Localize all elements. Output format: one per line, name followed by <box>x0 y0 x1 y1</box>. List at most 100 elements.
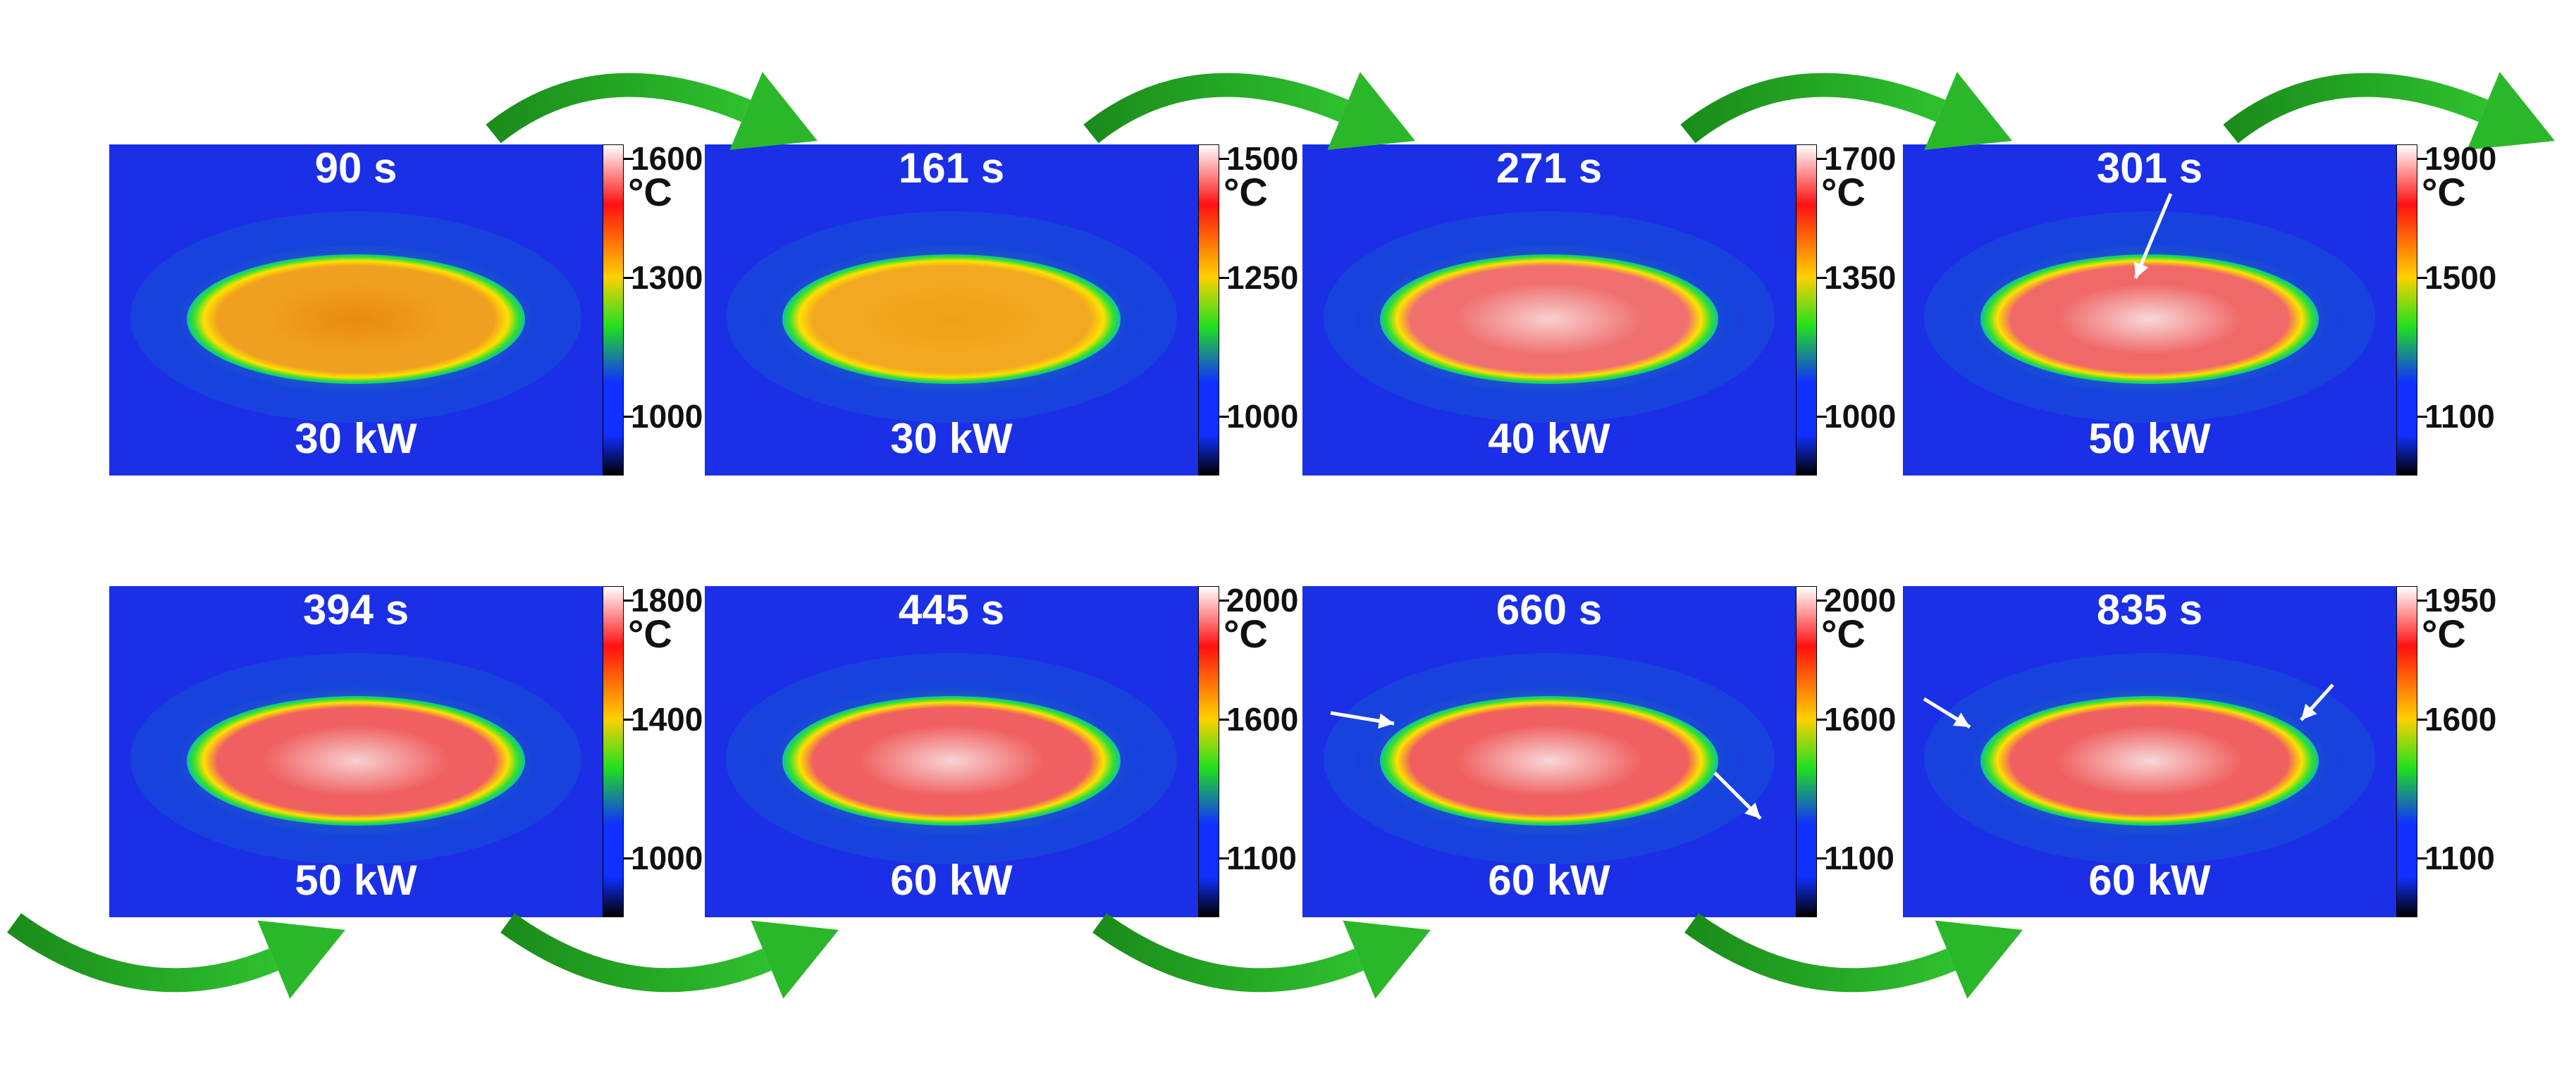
power-label: 50 kW <box>2088 415 2211 462</box>
thermal-panel-445s: 445 s 60 kW <box>705 586 1198 917</box>
colorbar-tick-label: 1000 <box>631 840 703 877</box>
colorbar-tick <box>1817 599 1827 602</box>
green-arrow-top <box>1680 72 2012 150</box>
colorbar-tick-label: 1350 <box>1824 259 1897 296</box>
unit-label: °C <box>1821 611 1866 656</box>
power-label: 30 kW <box>295 415 417 462</box>
unit-label: °C <box>628 170 672 214</box>
colorbar-tick-label: 1600 <box>1824 701 1897 738</box>
thermal-image <box>1302 586 1796 917</box>
colorbar-tick-label: 1800 <box>631 581 703 619</box>
colorbar-tick-label: 1500 <box>2424 259 2497 296</box>
colorbar-tick <box>1817 857 1827 860</box>
unit-label: °C <box>2422 170 2466 214</box>
thermal-panel-660s: 660 s 60 kW <box>1302 586 1796 917</box>
thermal-image <box>705 586 1198 917</box>
thermal-panel-271s: 271 s 40 kW <box>1302 144 1796 476</box>
colorbar-tick <box>1817 157 1827 160</box>
colorbar-tick <box>624 416 634 418</box>
power-label: 60 kW <box>1488 857 1610 904</box>
colorbar-tick <box>624 277 634 279</box>
thermal-panel-835s: 835 s 60 kW <box>1903 586 2396 917</box>
timestamp-label: 90 s <box>314 144 398 192</box>
colorbar-tick-label: 1250 <box>1226 259 1299 296</box>
colorbar-tick <box>2417 719 2427 721</box>
power-label: 60 kW <box>2088 857 2211 904</box>
colorbar-tick <box>1817 416 1827 418</box>
colorbar <box>1198 144 1219 476</box>
colorbar-tick-label: 1600 <box>631 139 703 177</box>
thermal-image <box>109 586 603 917</box>
colorbar <box>1796 144 1817 476</box>
thermal-panel-161s: 161 s 30 kW <box>705 144 1198 476</box>
green-arrow-top <box>1083 72 1415 150</box>
colorbar <box>1796 586 1817 917</box>
colorbar-tick-label: 1500 <box>1226 139 1299 177</box>
white-arrow-marker <box>1713 771 1762 820</box>
white-arrow-marker <box>1330 711 1395 729</box>
timestamp-label: 271 s <box>1496 144 1603 192</box>
unit-label: °C <box>1224 170 1268 214</box>
colorbar-tick <box>1219 599 1229 602</box>
green-arrow-bottom <box>1684 913 2023 999</box>
thermal-image <box>109 144 603 476</box>
white-arrow-marker <box>1923 697 1971 729</box>
colorbar-tick-label: 1100 <box>1824 840 1894 877</box>
colorbar-tick <box>1219 416 1229 418</box>
green-arrow-top <box>486 72 818 150</box>
colorbar-tick <box>2417 277 2427 279</box>
colorbar-tick <box>1219 857 1229 860</box>
timestamp-label: 301 s <box>2096 144 2203 192</box>
colorbar-tick <box>624 719 634 721</box>
unit-label: °C <box>628 611 672 656</box>
white-arrow-marker <box>2300 683 2334 721</box>
colorbar <box>1198 586 1219 917</box>
colorbar-tick <box>1219 157 1229 160</box>
power-label: 40 kW <box>1488 415 1610 462</box>
power-label: 60 kW <box>890 857 1013 904</box>
colorbar <box>2396 586 2417 917</box>
colorbar-tick-label: 1000 <box>1824 398 1897 435</box>
colorbar-tick <box>624 599 634 602</box>
colorbar-tick <box>2417 157 2427 160</box>
colorbar-tick <box>1817 719 1827 721</box>
thermal-image <box>705 144 1198 476</box>
colorbar-tick <box>624 157 634 160</box>
colorbar-tick-label: 1400 <box>631 701 703 738</box>
colorbar-tick-label: 1900 <box>2424 139 2497 177</box>
green-arrow-top <box>2223 72 2555 150</box>
power-label: 50 kW <box>295 857 417 904</box>
colorbar-tick-label: 1100 <box>2424 398 2495 435</box>
colorbar-tick <box>2417 599 2427 602</box>
colorbar <box>603 586 624 917</box>
power-label: 30 kW <box>890 415 1013 462</box>
colorbar-tick-label: 2000 <box>1226 581 1299 619</box>
thermal-image <box>1903 586 2396 917</box>
thermal-panel-301s: 301 s 50 kW <box>1903 144 2396 476</box>
colorbar-tick-label: 1600 <box>2424 701 2497 738</box>
colorbar-tick-label: 1300 <box>631 259 703 296</box>
green-arrow-bottom <box>1092 913 1431 999</box>
colorbar-tick-label: 1600 <box>1226 701 1299 738</box>
colorbar-tick-label: 2000 <box>1824 581 1897 619</box>
colorbar-tick-label: 1700 <box>1824 139 1897 177</box>
unit-label: °C <box>1224 611 1268 656</box>
timestamp-label: 660 s <box>1496 586 1603 633</box>
colorbar-tick <box>2417 416 2427 418</box>
colorbar-tick-label: 1100 <box>1226 840 1297 877</box>
unit-label: °C <box>2422 611 2466 656</box>
timestamp-label: 445 s <box>898 586 1005 633</box>
unit-label: °C <box>1821 170 1866 214</box>
white-arrow-marker <box>2133 193 2173 279</box>
colorbar-tick <box>2417 857 2427 860</box>
green-arrow-bottom <box>7 913 345 999</box>
timestamp-label: 835 s <box>2096 586 2203 633</box>
timestamp-label: 161 s <box>898 144 1005 192</box>
thermal-panel-90s: 90 s 30 kW <box>109 144 603 476</box>
colorbar-tick <box>624 857 634 860</box>
thermal-image <box>1903 144 2396 476</box>
colorbar <box>603 144 624 476</box>
green-arrow-bottom <box>500 913 839 999</box>
colorbar-tick-label: 1000 <box>631 398 703 435</box>
thermal-panel-394s: 394 s 50 kW <box>109 586 603 917</box>
